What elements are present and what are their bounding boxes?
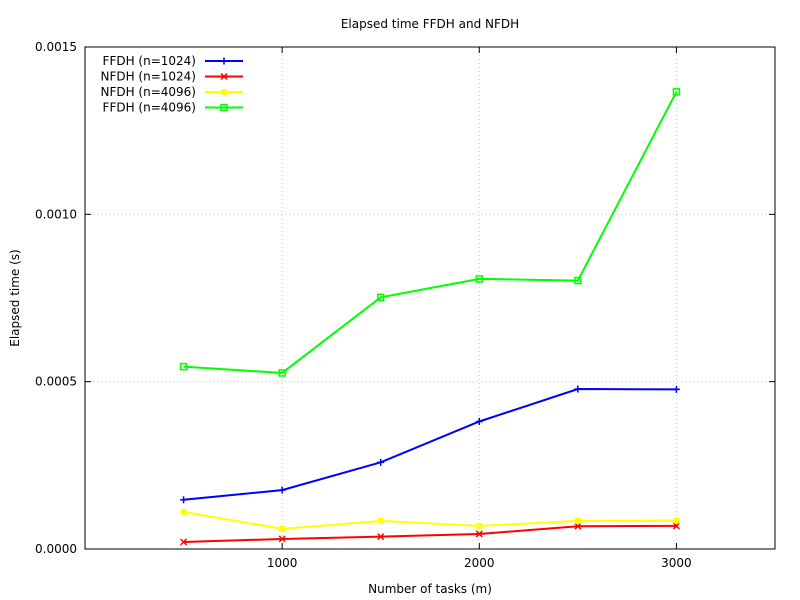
data-point [180, 508, 187, 515]
legend-label: FFDH (n=1024) [103, 54, 196, 68]
series-lines [179, 88, 681, 546]
legend-item: FFDH (n=4096) [103, 101, 243, 115]
data-point [278, 369, 286, 377]
data-point [180, 496, 188, 504]
series-line [183, 524, 677, 543]
marker-stroke [574, 522, 582, 530]
data-point [220, 72, 228, 81]
data-point [476, 522, 483, 529]
series-line [183, 388, 677, 501]
data-point [376, 293, 385, 302]
y-tick-label: 0.0010 [35, 207, 77, 221]
marker-shape [377, 517, 384, 524]
y-tick-label: 0.0000 [35, 542, 77, 556]
legend-label: FFDH (n=4096) [103, 101, 196, 115]
marker-shape [220, 103, 228, 112]
legend-label: NFDH (n=1024) [100, 70, 196, 84]
data-point [377, 458, 385, 466]
data-point [673, 517, 680, 524]
data-point [574, 522, 582, 530]
data-point [672, 88, 681, 96]
series-ffdh-n-4096 [179, 88, 681, 377]
data-point [574, 517, 581, 524]
marker-shape [673, 517, 680, 524]
series-line [183, 510, 677, 530]
grid-lines [85, 47, 775, 549]
legend-item: FFDH (n=1024) [103, 54, 243, 68]
data-point [180, 538, 188, 546]
legend: FFDH (n=1024) NFDH (n=1024)NFDH (n=4096) F… [100, 54, 243, 115]
y-axis-label: Elapsed time (s) [8, 249, 22, 347]
marker-shape [179, 362, 188, 371]
data-point [574, 276, 582, 285]
marker-stroke [220, 72, 228, 81]
marker-shape [221, 89, 227, 95]
marker-stroke [377, 533, 385, 541]
data-point [377, 517, 384, 524]
y-tick-label: 0.0005 [35, 375, 77, 389]
x-tick-label: 3000 [661, 556, 692, 570]
data-point [278, 486, 286, 494]
marker-shape [476, 522, 483, 529]
data-point [279, 525, 286, 532]
x-tick-label: 1000 [267, 556, 298, 570]
marker-stroke [278, 535, 286, 543]
x-tick-label: 2000 [464, 556, 495, 570]
data-point [475, 530, 483, 538]
legend-item: NFDH (n=4096) [100, 85, 243, 99]
series-line [183, 91, 678, 374]
series-nfdh-n-1024 [180, 522, 680, 546]
data-point [672, 522, 680, 530]
data-point [278, 535, 286, 543]
series-ffdh-n-1024 [180, 385, 680, 504]
marker-shape [180, 508, 187, 515]
marker-shape [278, 369, 286, 377]
data-point [377, 533, 385, 541]
data-point [179, 362, 188, 371]
data-point [475, 417, 483, 425]
data-point [475, 275, 484, 283]
marker-shape [574, 517, 581, 524]
marker-stroke [672, 522, 680, 530]
axis-ticks: 0.0000 0.0005 0.0010 0.0015 1000 2000 3000 [35, 40, 775, 570]
marker-shape [475, 275, 484, 283]
data-point [221, 89, 227, 95]
series-nfdh-n-4096 [180, 508, 680, 532]
legend-label: NFDH (n=4096) [100, 85, 196, 99]
x-axis-label: Number of tasks (m) [368, 582, 492, 596]
legend-item: NFDH (n=1024) [100, 70, 243, 84]
marker-shape [279, 525, 286, 532]
chart-title: Elapsed time FFDH and NFDH [341, 17, 519, 31]
data-point [220, 103, 228, 112]
y-tick-label: 0.0015 [35, 40, 77, 54]
data-point [574, 385, 582, 393]
data-point [220, 57, 228, 65]
marker-shape [672, 88, 681, 96]
data-point [672, 385, 680, 393]
marker-stroke [180, 538, 188, 546]
plot-area [84, 46, 776, 550]
marker-shape [574, 276, 582, 285]
marker-stroke [475, 530, 483, 538]
marker-shape [376, 293, 385, 302]
